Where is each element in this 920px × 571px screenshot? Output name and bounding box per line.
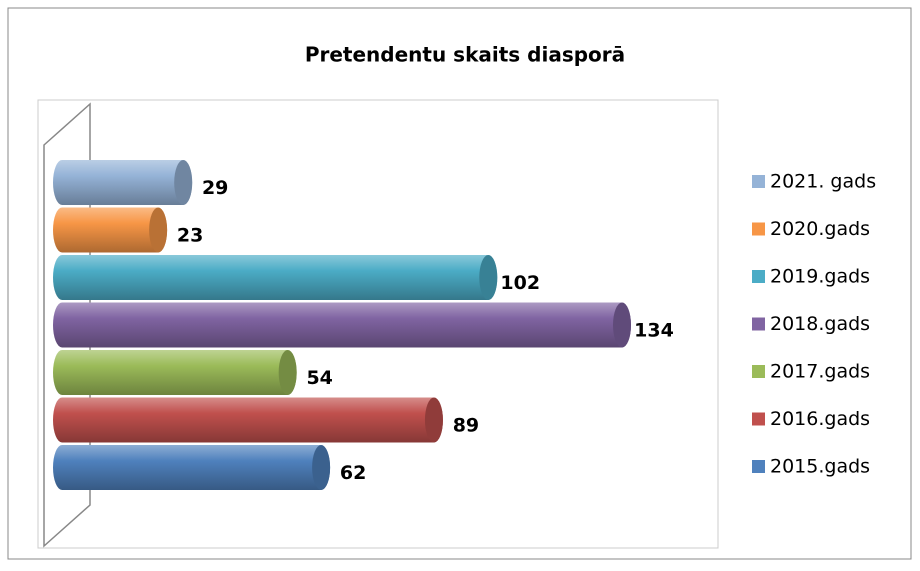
data-label: 134: [634, 320, 674, 342]
legend-label: 2015.gads: [770, 456, 870, 478]
plot-area: [37, 99, 719, 549]
bar-cap: [149, 207, 168, 253]
data-label: 29: [202, 177, 228, 199]
legend-swatch: [752, 460, 765, 473]
bar-cap: [174, 160, 193, 205]
bar: [53, 350, 297, 395]
legend-label: 2018.gads: [770, 313, 870, 335]
data-label: 54: [306, 367, 332, 389]
bar: [53, 302, 631, 348]
bar-cap: [479, 255, 498, 300]
data-label: 23: [177, 225, 203, 247]
data-label: 89: [453, 415, 479, 437]
bar: [53, 255, 498, 300]
bar: [53, 207, 168, 253]
legend-label: 2020.gads: [770, 218, 870, 240]
bar: [53, 160, 193, 205]
data-label: 102: [500, 272, 540, 294]
bar: [53, 397, 443, 443]
legend-swatch: [752, 222, 765, 236]
legend-swatch: [752, 412, 765, 426]
legend-swatch: [752, 317, 765, 331]
legend-label: 2016.gads: [770, 408, 870, 430]
legend-swatch: [752, 270, 765, 283]
bar-cap: [278, 350, 297, 395]
bar-cap: [424, 397, 443, 443]
bar-cap: [312, 445, 331, 490]
bar-cap: [613, 302, 631, 348]
legend-label: 2019.gads: [770, 266, 870, 288]
bar: [53, 445, 331, 490]
legend-swatch: [752, 365, 765, 378]
chart-title: Pretendentu skaits diasporā: [305, 43, 625, 67]
legend-swatch: [752, 175, 765, 188]
back-wall: [43, 102, 91, 548]
data-label: 62: [340, 462, 366, 484]
legend-label: 2017.gads: [770, 361, 870, 383]
legend-label: 2021. gads: [770, 171, 876, 193]
